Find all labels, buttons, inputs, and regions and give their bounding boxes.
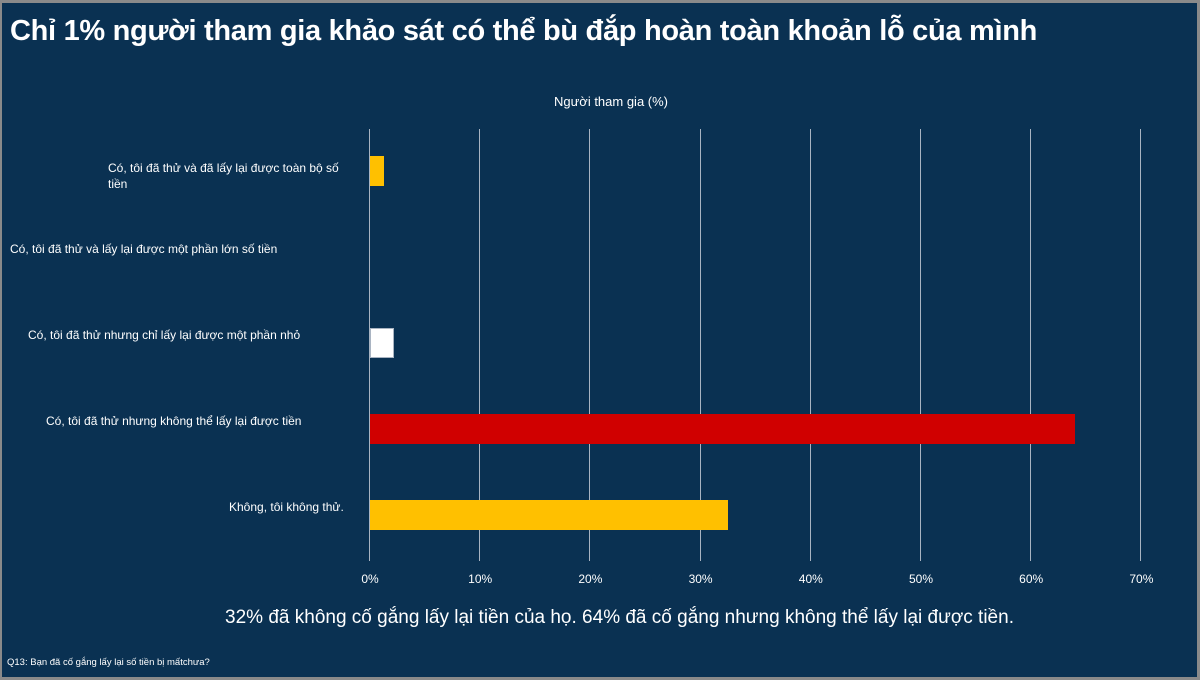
- gridline: [809, 129, 811, 561]
- slide: Chỉ 1% người tham gia khảo sát có thể bù…: [2, 3, 1197, 677]
- gridline: [1140, 129, 1142, 561]
- gridline: [369, 129, 370, 561]
- summary-text: 32% đã không cố gắng lấy lại tiền của họ…: [225, 607, 1014, 628]
- x-tick-label: 40%: [798, 572, 823, 586]
- gridline: [589, 129, 591, 561]
- gridline: [920, 129, 921, 561]
- category-label: Có, tôi đã thử nhưng chỉ lấy lại được mộ…: [28, 328, 301, 342]
- category-label: Có, tôi đã thử và đã lấy lại được toàn b…: [108, 161, 339, 191]
- slide-title: Chỉ 1% người tham gia khảo sát có thể bù…: [10, 15, 1038, 47]
- x-tick-label: 70%: [1129, 572, 1154, 586]
- gridline: [479, 129, 481, 561]
- x-tick-label: 50%: [908, 572, 934, 586]
- x-axis-title: Người tham gia (%): [553, 94, 669, 109]
- bar: [370, 156, 385, 186]
- x-tick-label: 10%: [468, 572, 493, 586]
- gridline: [699, 129, 701, 561]
- footnote: Q13: Bạn đã cố gắng lấy lại số tiền bị m…: [7, 657, 210, 668]
- bar: [370, 414, 1076, 444]
- category-label: Không, tôi không thử.: [229, 500, 344, 514]
- category-label: Có, tôi đã thử và lấy lại được một phần …: [10, 242, 278, 256]
- bar: [370, 328, 395, 358]
- x-tick-label: 20%: [578, 572, 603, 586]
- x-tick-label: 30%: [688, 572, 713, 586]
- bar: [370, 500, 729, 530]
- category-label: Có, tôi đã thử nhưng không thể lấy lại đ…: [46, 414, 302, 428]
- bar-chart: 0% 10% 20% 30% 40% 50% 60% 70% Có, tôi đã thử và…: [2, 3, 1197, 677]
- gridline: [1030, 129, 1032, 561]
- x-tick-label: 60%: [1019, 572, 1044, 586]
- x-tick-label: 0%: [361, 572, 379, 586]
